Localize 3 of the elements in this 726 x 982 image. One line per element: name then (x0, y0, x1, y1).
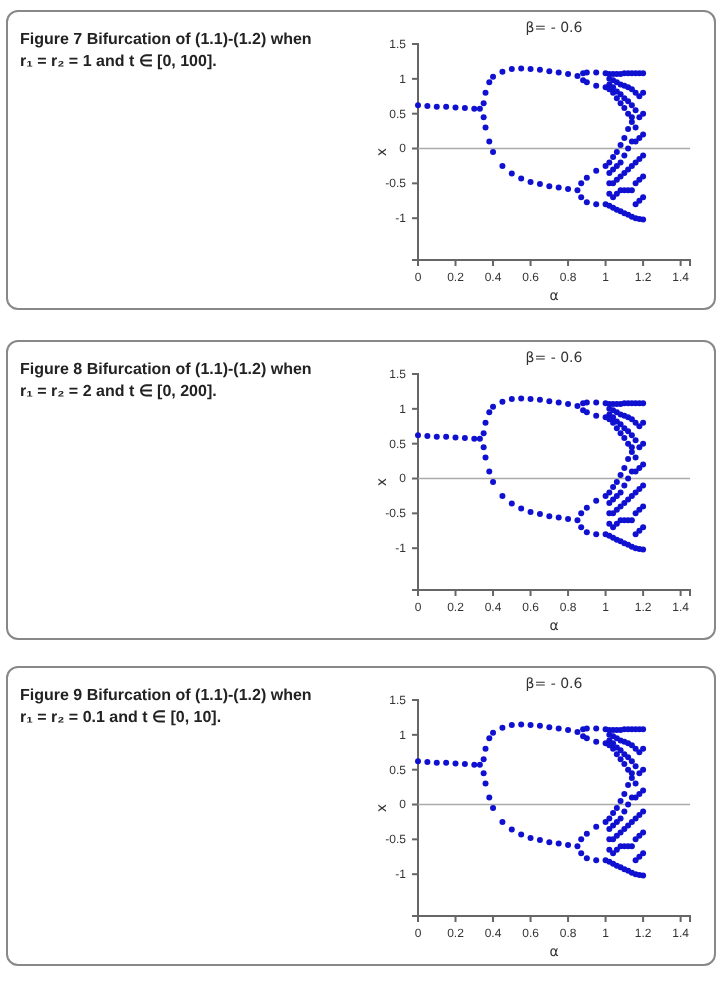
caption: Figure 9 Bifurcation of (1.1)-(1.2) when r₁ = r₂ = 0.1 and t ∈ [0, 10]. (20, 684, 314, 728)
caption: Figure 7 Bifurcation of (1.1)-(1.2) when r₁ = r₂ = 1 and t ∈ [0, 100]. (20, 28, 314, 72)
caption: Figure 8 Bifurcation of (1.1)-(1.2) when r₁ = r₂ = 2 and t ∈ [0, 200]. (20, 358, 314, 402)
